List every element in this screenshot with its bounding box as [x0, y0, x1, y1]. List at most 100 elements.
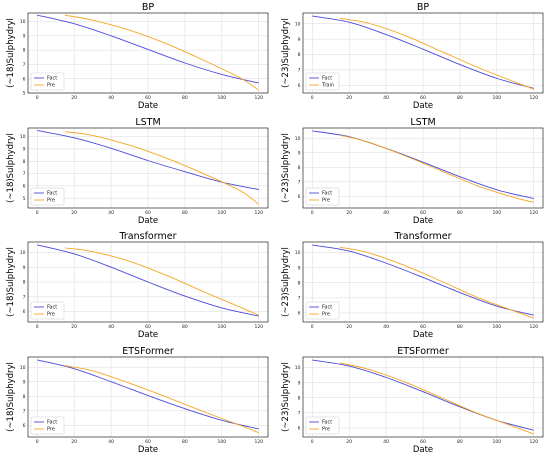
x-tick-label: 20: [346, 439, 352, 445]
chart-title: Transformer: [393, 231, 451, 242]
series-line-fact: [37, 359, 259, 430]
series-line-fact: [312, 244, 534, 316]
series-line-pre: [64, 131, 260, 205]
x-tick-label: 60: [420, 95, 426, 101]
x-tick-label: 40: [383, 324, 389, 330]
legend-label: Fact: [322, 305, 332, 311]
legend-label: Fact: [47, 305, 57, 311]
x-tick-label: 60: [420, 439, 426, 445]
y-tick-label: 7: [298, 68, 301, 74]
y-tick-label: 8: [298, 165, 301, 171]
x-tick-label: 0: [36, 210, 39, 216]
x-tick-label: 40: [108, 210, 114, 216]
series-line-fact: [312, 15, 534, 89]
y-tick-label: 6: [23, 423, 26, 429]
x-tick-label: 0: [311, 439, 314, 445]
legend-box: [305, 301, 340, 320]
x-axis-label: Date: [413, 330, 433, 340]
y-tick-label: 8: [23, 280, 26, 286]
y-tick-label: 6: [298, 311, 301, 317]
y-tick-label: 9: [298, 37, 301, 43]
legend-box: [30, 416, 65, 435]
x-tick-label: 0: [36, 439, 39, 445]
x-tick-label: 60: [145, 95, 151, 101]
chart-title: BP: [417, 2, 430, 13]
series-line-train: [339, 17, 534, 90]
x-tick-label: 80: [457, 210, 463, 216]
y-tick-label: 7: [298, 410, 301, 416]
x-tick-label: 120: [529, 210, 538, 216]
legend-label: Pre: [47, 312, 55, 318]
x-axis-label: Date: [138, 216, 158, 226]
x-axis-label: Date: [138, 101, 158, 111]
x-tick-label: 100: [493, 210, 502, 216]
x-tick-label: 20: [71, 95, 77, 101]
x-tick-label: 20: [71, 324, 77, 330]
y-tick-label: 9: [23, 379, 26, 385]
x-tick-label: 80: [182, 210, 188, 216]
series-line-fact: [37, 244, 259, 317]
x-tick-label: 80: [457, 324, 463, 330]
y-tick-label: 10: [295, 250, 301, 256]
series-line-pre: [64, 247, 259, 316]
legend-label: Fact: [322, 76, 332, 82]
x-tick-label: 40: [108, 95, 114, 101]
y-axis-label: (~23)Sulphydryl: [281, 362, 291, 432]
y-tick-label: 10: [295, 21, 301, 27]
plot-frame: [27, 12, 269, 94]
x-axis-label: Date: [413, 216, 433, 226]
y-tick-label: 8: [298, 280, 301, 286]
x-tick-label: 120: [254, 324, 263, 330]
x-tick-label: 20: [346, 324, 352, 330]
series-line-fact: [37, 14, 259, 84]
y-tick-label: 8: [23, 394, 26, 400]
chart-title: ETSFormer: [122, 346, 174, 357]
y-tick-label: 7: [23, 294, 26, 300]
y-tick-label: 7: [23, 408, 26, 414]
x-tick-label: 0: [311, 210, 314, 216]
y-axis-label: (~18)Sulphydryl: [6, 18, 16, 88]
x-tick-label: 60: [145, 439, 151, 445]
x-axis-label: Date: [413, 445, 433, 455]
chart-title: ETSFormer: [397, 346, 449, 357]
x-tick-label: 20: [71, 210, 77, 216]
x-tick-label: 60: [420, 324, 426, 330]
y-tick-label: 6: [298, 194, 301, 200]
series-line-pre: [339, 134, 534, 203]
y-tick-label: 9: [298, 265, 301, 271]
x-tick-label: 80: [182, 439, 188, 445]
x-tick-label: 100: [493, 324, 502, 330]
x-tick-label: 80: [457, 439, 463, 445]
y-tick-label: 6: [23, 76, 26, 82]
y-tick-label: 10: [20, 134, 26, 140]
legend-label: Fact: [322, 420, 332, 426]
y-tick-label: 6: [298, 83, 301, 89]
x-tick-label: 120: [529, 439, 538, 445]
legend-label: Fact: [47, 191, 57, 197]
y-tick-label: 9: [298, 150, 301, 156]
x-tick-label: 80: [182, 324, 188, 330]
x-tick-label: 120: [529, 95, 538, 101]
legend-label: Pre: [47, 83, 55, 89]
series-line-pre: [64, 14, 260, 91]
x-tick-label: 0: [36, 95, 39, 101]
legend-label: Fact: [47, 420, 57, 426]
x-tick-label: 100: [218, 210, 227, 216]
y-tick-label: 5: [23, 91, 26, 97]
legend-box: [305, 72, 340, 91]
legend-box: [30, 187, 65, 206]
plot-frame: [302, 127, 544, 209]
x-tick-label: 100: [493, 95, 502, 101]
y-axis-label: (~18)Sulphydryl: [6, 362, 16, 432]
x-tick-label: 120: [254, 439, 263, 445]
chart-title: Transformer: [118, 231, 176, 242]
y-tick-label: 10: [295, 136, 301, 142]
